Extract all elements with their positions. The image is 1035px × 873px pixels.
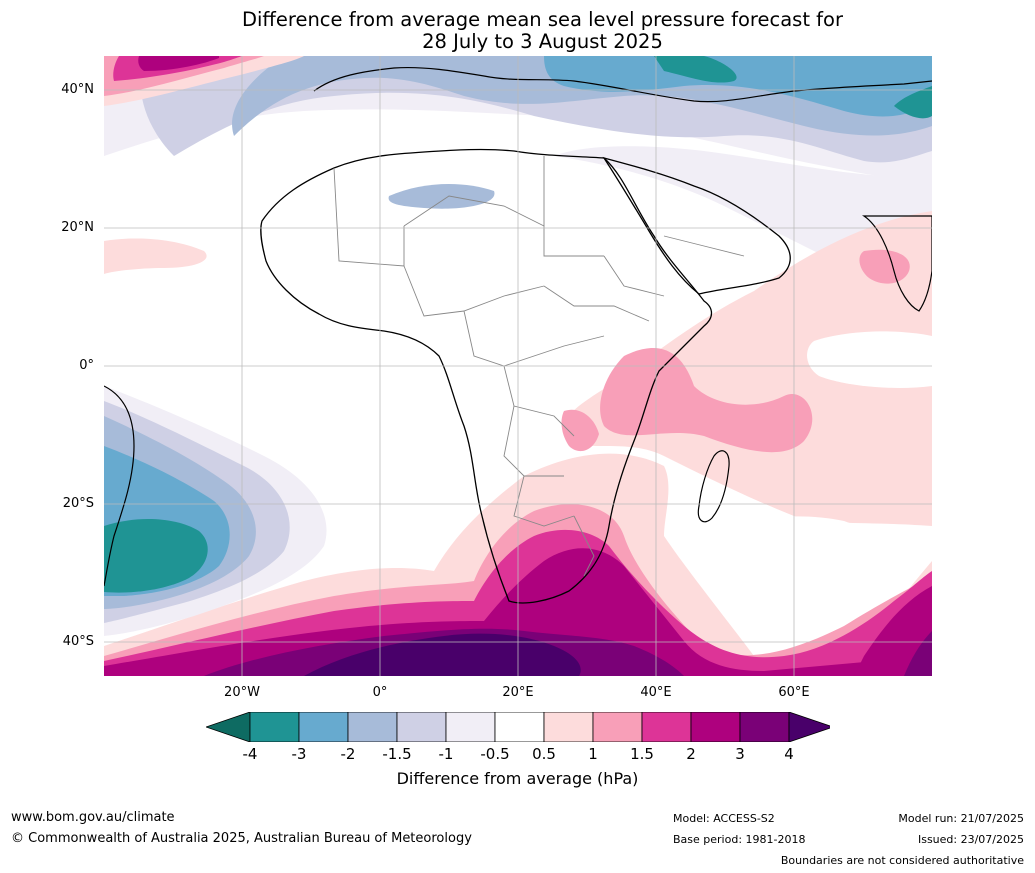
east-africa-positive [561, 409, 599, 452]
indian-neutral-2 [708, 516, 884, 622]
footer-model: Model: ACCESS-S2 [673, 812, 775, 825]
colorbar-segment [494, 712, 545, 742]
footer-website: www.bom.gov.au/climate [11, 810, 175, 825]
colorbar-segment [445, 712, 496, 742]
colorbar-segment [347, 712, 398, 742]
legend-tick-label: -1.5 [382, 745, 412, 763]
north-band-strong [544, 56, 932, 117]
country-borders [333, 156, 745, 577]
legend-tick-label: 0.5 [532, 745, 556, 763]
legend-label: Difference from average (hPa) [396, 769, 639, 788]
footer-issued: Issued: 23/07/2025 [917, 833, 1024, 846]
footer-copyright: © Commonwealth of Australia 2025, Austra… [11, 831, 472, 846]
lon-label-0: 0° [372, 685, 388, 700]
europe-coast [313, 66, 932, 103]
indian-neutral-1 [807, 331, 932, 388]
lat-label-40n: 40°N [61, 82, 94, 97]
legend-tick-label: -0.5 [480, 745, 510, 763]
colorbar-segment [543, 712, 594, 742]
south-east-strong [854, 586, 932, 676]
lon-label-20w: 20°W [224, 685, 260, 700]
sahara-blob [388, 184, 495, 209]
map-canvas [104, 56, 932, 676]
footer-model-run: Model run: 21/07/2025 [898, 812, 1024, 825]
indian-positive-mid [600, 347, 813, 453]
footer-base-period: Base period: 1981-2018 [673, 833, 806, 846]
indian-positive-light [562, 211, 932, 526]
north-core-1 [654, 56, 737, 83]
south-band-core [304, 633, 581, 676]
lat-label-20s: 20°S [62, 496, 94, 511]
title-line-1: Difference from average mean sea level p… [242, 8, 843, 31]
colorbar-segment [592, 712, 643, 742]
pressure-anomaly-map [104, 56, 932, 676]
india-positive [859, 249, 910, 284]
north-core-2 [894, 86, 932, 119]
colorbar-segment [298, 712, 349, 742]
lon-label-60e: 60°E [778, 685, 810, 700]
lat-label-0: 0° [79, 358, 94, 373]
lon-label-40e: 40°E [640, 685, 672, 700]
colorbar-segment [249, 712, 300, 742]
map-title: Difference from average mean sea level p… [0, 9, 1035, 53]
lon-label-20e: 20°E [502, 685, 534, 700]
cape-verde-positive [104, 238, 207, 274]
lat-label-20n: 20°N [61, 220, 94, 235]
africa-outline [260, 148, 713, 604]
south-america-coast [104, 385, 135, 587]
legend-tick-label: 1 [588, 745, 598, 763]
arabia-light [554, 146, 932, 256]
colorbar-segment [641, 712, 692, 742]
legend-tick-label: -4 [242, 745, 258, 763]
legend-tick-label: -1 [438, 745, 454, 763]
legend-tick-label: 4 [784, 745, 794, 763]
colorbar-arrow-low [206, 712, 251, 742]
lat-label-40s: 40°S [62, 634, 94, 649]
colorbar-segment [396, 712, 447, 742]
madagascar-outline [697, 450, 730, 523]
legend-tick-label: 2 [686, 745, 696, 763]
legend-tick-label: -2 [340, 745, 356, 763]
legend-tick-label: -3 [291, 745, 307, 763]
legend-tick-label: 3 [735, 745, 745, 763]
nw-positive-core [138, 56, 219, 71]
title-line-2: 28 July to 3 August 2025 [422, 30, 663, 53]
arabia-outline [602, 156, 791, 295]
legend-colorbar [206, 712, 830, 742]
colorbar-segment [690, 712, 741, 742]
india-outline [862, 215, 932, 312]
graticule [104, 56, 932, 676]
colorbar-segment [739, 712, 790, 742]
colorbar-arrow-high [788, 712, 830, 742]
legend-tick-label: 1.5 [630, 745, 654, 763]
footer-boundaries: Boundaries are not considered authoritat… [780, 854, 1024, 867]
sw-negative-core [104, 519, 208, 593]
